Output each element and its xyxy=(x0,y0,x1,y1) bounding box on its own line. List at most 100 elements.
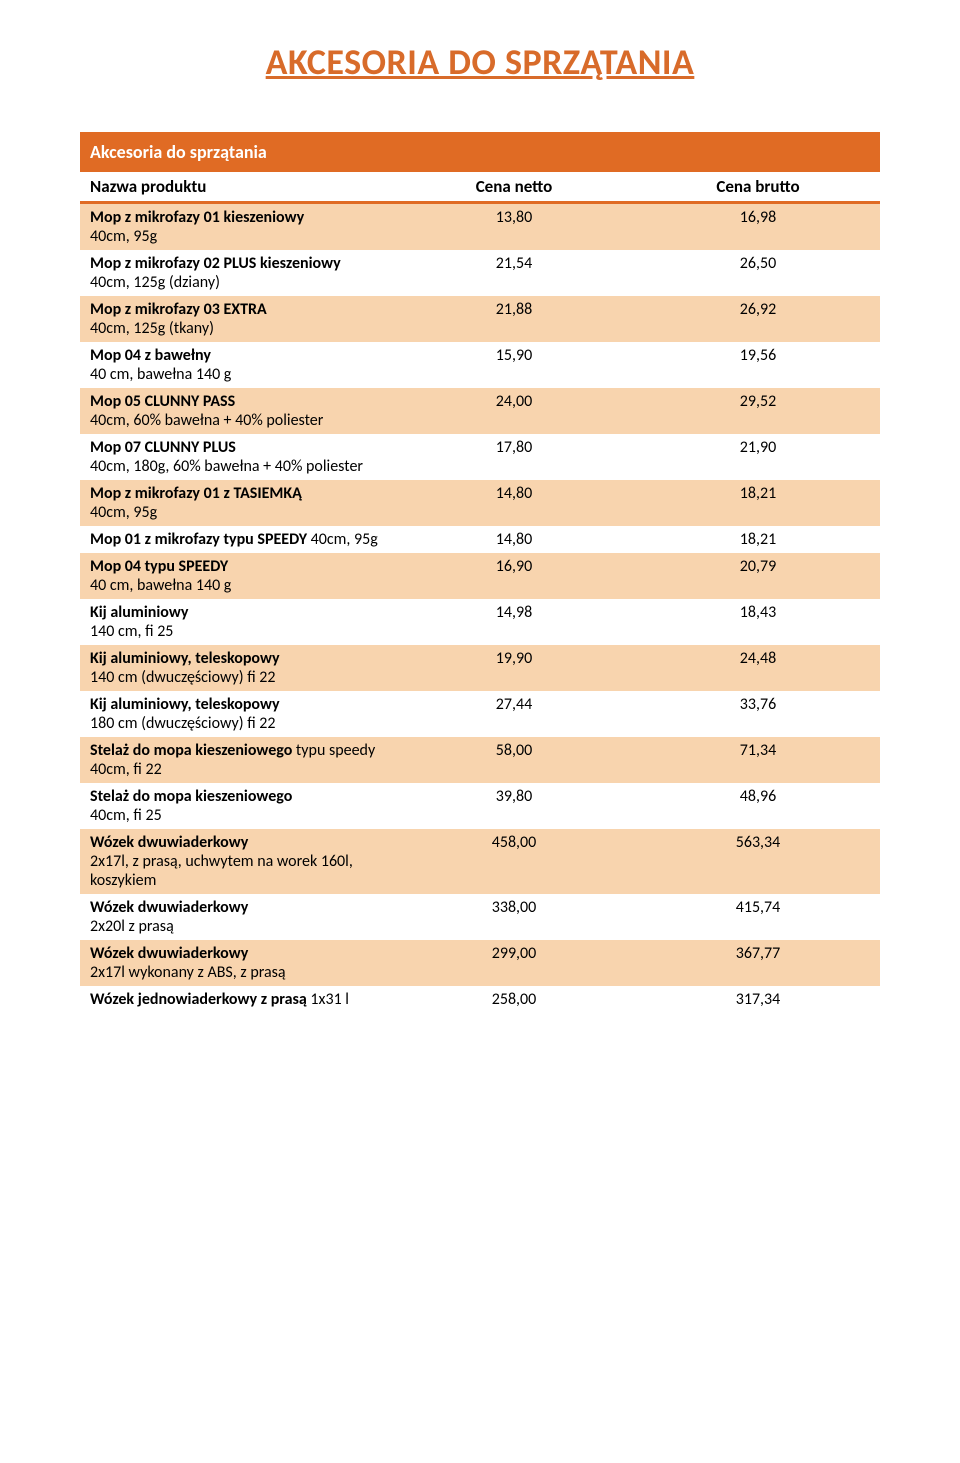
price-gross: 71,34 xyxy=(636,737,880,783)
product-name-cell: Mop 05 CLUNNY PASS40cm, 60% bawełna + 40… xyxy=(80,388,392,434)
price-net: 21,54 xyxy=(392,250,636,296)
table-row: Kij aluminiowy140 cm, fi 2514,9818,43 xyxy=(80,599,880,645)
price-net: 14,80 xyxy=(392,480,636,526)
product-name-main: Kij aluminiowy, teleskopowy xyxy=(90,649,280,668)
table-row: Mop 04 typu SPEEDY40 cm, bawełna 140 g16… xyxy=(80,553,880,599)
product-name-cell: Mop z mikrofazy 01 z TASIEMKĄ40cm, 95g xyxy=(80,480,392,526)
product-name-sub: 2x17l wykonany z ABS, z prasą xyxy=(90,963,382,982)
product-name-sub: 180 cm (dwuczęściowy) fi 22 xyxy=(90,714,382,733)
product-name-main: Mop 07 CLUNNY PLUS xyxy=(90,438,236,457)
table-column-header: Nazwa produktuCena nettoCena brutto xyxy=(80,171,880,202)
product-name-sub: 40cm, fi 25 xyxy=(90,806,382,825)
product-name-sub: 2x17l, z prasą, uchwytem na worek 160l, … xyxy=(90,852,382,890)
table-row: Mop 07 CLUNNY PLUS40cm, 180g, 60% bawełn… xyxy=(80,434,880,480)
price-gross: 26,50 xyxy=(636,250,880,296)
column-header-name: Nazwa produktu xyxy=(80,171,392,202)
product-name-cell: Kij aluminiowy, teleskopowy180 cm (dwucz… xyxy=(80,691,392,737)
product-name-main: Mop z mikrofazy 01 z TASIEMKĄ xyxy=(90,484,302,503)
product-name-cell: Mop 07 CLUNNY PLUS40cm, 180g, 60% bawełn… xyxy=(80,434,392,480)
product-name-main: Mop z mikrofazy 01 kieszeniowy xyxy=(90,208,304,227)
product-name-cell: Stelaż do mopa kieszeniowego typu speedy… xyxy=(80,737,392,783)
price-gross: 24,48 xyxy=(636,645,880,691)
price-net: 13,80 xyxy=(392,204,636,250)
price-net: 21,88 xyxy=(392,296,636,342)
product-name-main: Mop 01 z mikrofazy typu SPEEDY xyxy=(90,530,307,549)
price-gross: 18,21 xyxy=(636,480,880,526)
product-name-sub: 40cm, 125g (tkany) xyxy=(90,319,382,338)
table-row: Kij aluminiowy, teleskopowy140 cm (dwucz… xyxy=(80,645,880,691)
price-gross: 18,21 xyxy=(636,526,880,553)
table-row: Mop z mikrofazy 03 EXTRA40cm, 125g (tkan… xyxy=(80,296,880,342)
price-table: Akcesoria do sprzątaniaNazwa produktuCen… xyxy=(80,132,880,1013)
price-gross: 367,77 xyxy=(636,940,880,986)
product-name-main: Stelaż do mopa kieszeniowego xyxy=(90,741,292,760)
product-name-cell: Wózek dwuwiaderkowy2x20l z prasą xyxy=(80,894,392,940)
product-name-main: Wózek jednowiaderkowy z prasą xyxy=(90,990,307,1009)
price-net: 16,90 xyxy=(392,553,636,599)
product-name-main: Wózek dwuwiaderkowy xyxy=(90,833,248,852)
price-gross: 29,52 xyxy=(636,388,880,434)
product-name-sub: 40 cm, bawełna 140 g xyxy=(90,365,382,384)
product-name-cell: Mop z mikrofazy 02 PLUS kieszeniowy40cm,… xyxy=(80,250,392,296)
price-net: 27,44 xyxy=(392,691,636,737)
price-gross: 48,96 xyxy=(636,783,880,829)
column-header-net: Cena netto xyxy=(392,171,636,202)
price-gross: 317,34 xyxy=(636,986,880,1013)
table-section-header: Akcesoria do sprzątania xyxy=(80,134,880,171)
price-gross: 26,92 xyxy=(636,296,880,342)
product-name-inline-sub: typu speedy xyxy=(292,741,375,760)
price-net: 58,00 xyxy=(392,737,636,783)
product-name-sub: 140 cm (dwuczęściowy) fi 22 xyxy=(90,668,382,687)
table-row: Mop z mikrofazy 01 kieszeniowy40cm, 95g1… xyxy=(80,204,880,250)
product-name-cell: Wózek dwuwiaderkowy2x17l wykonany z ABS,… xyxy=(80,940,392,986)
price-gross: 18,43 xyxy=(636,599,880,645)
product-name-cell: Mop z mikrofazy 03 EXTRA40cm, 125g (tkan… xyxy=(80,296,392,342)
product-name-cell: Mop 04 typu SPEEDY40 cm, bawełna 140 g xyxy=(80,553,392,599)
product-name-main: Kij aluminiowy, teleskopowy xyxy=(90,695,280,714)
product-name-cell: Stelaż do mopa kieszeniowego40cm, fi 25 xyxy=(80,783,392,829)
table-row: Mop z mikrofazy 01 z TASIEMKĄ40cm, 95g14… xyxy=(80,480,880,526)
price-net: 14,80 xyxy=(392,526,636,553)
price-net: 39,80 xyxy=(392,783,636,829)
product-name-inline-sub: 40cm, 95g xyxy=(307,530,378,549)
product-name-sub: 40cm, 180g, 60% bawełna + 40% poliester xyxy=(90,457,382,476)
table-row: Mop 05 CLUNNY PASS40cm, 60% bawełna + 40… xyxy=(80,388,880,434)
product-name-sub: 40cm, 95g xyxy=(90,503,382,522)
page-title: AKCESORIA DO SPRZĄTANIA xyxy=(80,40,880,84)
price-gross: 33,76 xyxy=(636,691,880,737)
product-name-main: Kij aluminiowy xyxy=(90,603,188,622)
product-name-sub: 40cm, 125g (dziany) xyxy=(90,273,382,292)
price-net: 258,00 xyxy=(392,986,636,1013)
product-name-sub: 40cm, 60% bawełna + 40% poliester xyxy=(90,411,382,430)
table-row: Mop 04 z bawełny40 cm, bawełna 140 g15,9… xyxy=(80,342,880,388)
table-row: Stelaż do mopa kieszeniowego40cm, fi 253… xyxy=(80,783,880,829)
product-name-sub: 40cm, 95g xyxy=(90,227,382,246)
product-name-cell: Mop z mikrofazy 01 kieszeniowy40cm, 95g xyxy=(80,204,392,250)
price-net: 14,98 xyxy=(392,599,636,645)
price-gross: 19,56 xyxy=(636,342,880,388)
product-name-sub: 40cm, fi 22 xyxy=(90,760,382,779)
product-name-sub: 40 cm, bawełna 140 g xyxy=(90,576,382,595)
price-net: 338,00 xyxy=(392,894,636,940)
product-name-cell: Wózek dwuwiaderkowy2x17l, z prasą, uchwy… xyxy=(80,829,392,894)
price-gross: 21,90 xyxy=(636,434,880,480)
table-row: Kij aluminiowy, teleskopowy180 cm (dwucz… xyxy=(80,691,880,737)
product-name-sub: 2x20l z prasą xyxy=(90,917,382,936)
price-net: 15,90 xyxy=(392,342,636,388)
product-name-main: Wózek dwuwiaderkowy xyxy=(90,898,248,917)
product-name-main: Wózek dwuwiaderkowy xyxy=(90,944,248,963)
price-gross: 20,79 xyxy=(636,553,880,599)
price-net: 24,00 xyxy=(392,388,636,434)
product-name-sub: 140 cm, fi 25 xyxy=(90,622,382,641)
product-name-main: Mop 05 CLUNNY PASS xyxy=(90,392,235,411)
product-name-cell: Kij aluminiowy140 cm, fi 25 xyxy=(80,599,392,645)
table-row: Wózek dwuwiaderkowy2x17l, z prasą, uchwy… xyxy=(80,829,880,894)
table-row: Wózek jednowiaderkowy z prasą 1x31 l258,… xyxy=(80,986,880,1013)
product-name-main: Mop 04 typu SPEEDY xyxy=(90,557,228,576)
price-net: 299,00 xyxy=(392,940,636,986)
product-name-cell: Wózek jednowiaderkowy z prasą 1x31 l xyxy=(80,986,392,1013)
price-net: 458,00 xyxy=(392,829,636,894)
price-gross: 415,74 xyxy=(636,894,880,940)
product-name-cell: Mop 04 z bawełny40 cm, bawełna 140 g xyxy=(80,342,392,388)
column-header-gross: Cena brutto xyxy=(636,171,880,202)
